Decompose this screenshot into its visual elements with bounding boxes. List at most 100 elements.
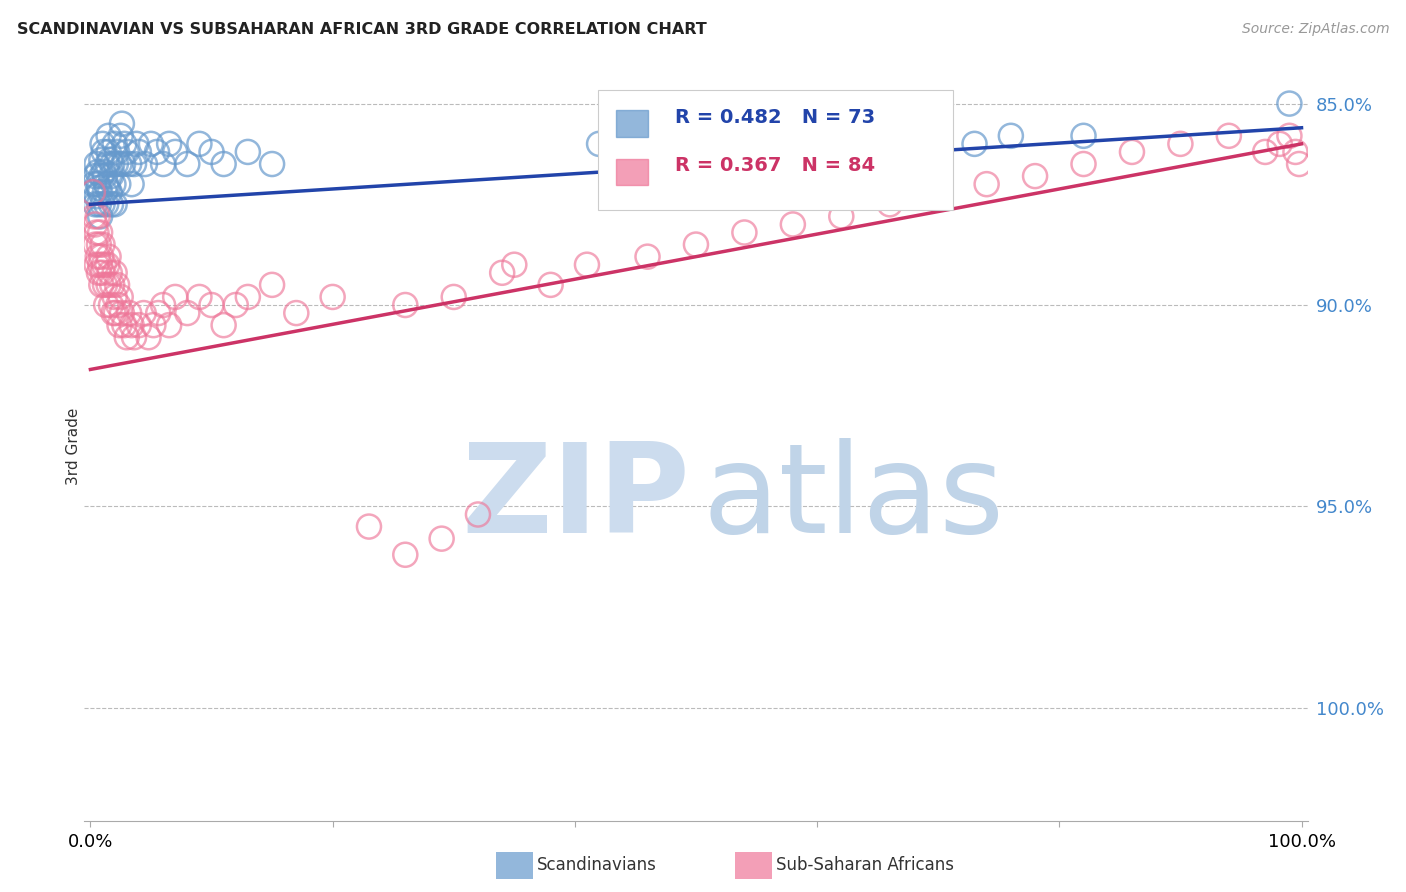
Point [134, 157, 156, 171]
Text: SCANDINAVIAN VS SUBSAHARAN AFRICAN 3RD GRADE CORRELATION CHART: SCANDINAVIAN VS SUBSAHARAN AFRICAN 3RD G… [17, 22, 707, 37]
Point [121, 318, 143, 333]
FancyBboxPatch shape [598, 90, 953, 210]
Point [90, 153, 112, 167]
Point [148, 306, 170, 320]
Point [100, 197, 122, 211]
Point [121, 177, 143, 191]
Point [588, 136, 610, 151]
Point [1278, 96, 1301, 111]
Point [105, 277, 128, 292]
Point [91, 197, 114, 211]
Point [976, 177, 998, 191]
Point [1278, 128, 1301, 143]
Point [112, 318, 135, 333]
Point [866, 145, 889, 159]
Point [1073, 157, 1095, 171]
Point [89, 210, 111, 224]
Point [1024, 169, 1046, 183]
Point [165, 145, 187, 159]
Point [89, 258, 111, 272]
Point [104, 157, 127, 171]
Point [575, 258, 598, 272]
Point [927, 185, 949, 199]
Point [624, 136, 647, 151]
Point [1073, 128, 1095, 143]
Point [93, 145, 115, 159]
Point [138, 330, 160, 344]
Point [90, 250, 112, 264]
Point [84, 169, 107, 183]
Point [769, 128, 792, 143]
Point [188, 290, 211, 304]
Point [118, 157, 141, 171]
Point [84, 197, 107, 211]
Text: Scandinavians: Scandinavians [537, 856, 657, 874]
Point [1121, 145, 1143, 159]
Point [110, 128, 132, 143]
Point [927, 136, 949, 151]
Point [200, 145, 222, 159]
Point [84, 237, 107, 252]
Point [782, 218, 804, 232]
Point [115, 330, 138, 344]
Point [104, 266, 127, 280]
Point [84, 218, 107, 232]
Point [394, 548, 416, 562]
Point [97, 277, 120, 292]
Point [91, 237, 114, 252]
Point [90, 277, 112, 292]
Point [236, 290, 259, 304]
Point [100, 298, 122, 312]
Point [111, 306, 134, 320]
Point [1254, 145, 1277, 159]
Point [87, 197, 110, 211]
Point [93, 165, 115, 179]
Point [83, 210, 105, 224]
Point [90, 169, 112, 183]
Point [93, 258, 115, 272]
Point [491, 266, 513, 280]
Point [86, 210, 108, 224]
Point [96, 177, 118, 191]
Point [357, 519, 380, 533]
Point [1218, 128, 1240, 143]
Point [101, 277, 124, 292]
Point [733, 145, 755, 159]
Point [86, 250, 108, 264]
Text: Source: ZipAtlas.com: Source: ZipAtlas.com [1241, 22, 1389, 37]
Point [108, 157, 131, 171]
Point [430, 532, 453, 546]
Point [86, 226, 108, 240]
Point [89, 226, 111, 240]
Point [540, 277, 562, 292]
Point [322, 290, 344, 304]
Point [89, 185, 111, 199]
Point [86, 165, 108, 179]
Point [262, 157, 284, 171]
Point [83, 177, 105, 191]
Point [91, 266, 114, 280]
Point [115, 145, 138, 159]
Point [86, 189, 108, 203]
Point [697, 136, 720, 151]
Point [152, 298, 174, 312]
FancyBboxPatch shape [616, 111, 648, 136]
Point [86, 157, 108, 171]
Point [200, 298, 222, 312]
Point [212, 157, 235, 171]
Point [128, 318, 150, 333]
Point [648, 157, 671, 171]
Point [879, 197, 901, 211]
Point [96, 258, 118, 272]
Point [104, 136, 127, 151]
Point [963, 136, 986, 151]
Point [128, 145, 150, 159]
Point [157, 136, 180, 151]
FancyBboxPatch shape [616, 159, 648, 186]
Point [97, 250, 120, 264]
Point [98, 153, 121, 167]
Point [103, 306, 125, 320]
Point [104, 197, 127, 211]
Text: R = 0.482   N = 73: R = 0.482 N = 73 [675, 108, 876, 128]
Point [86, 258, 108, 272]
